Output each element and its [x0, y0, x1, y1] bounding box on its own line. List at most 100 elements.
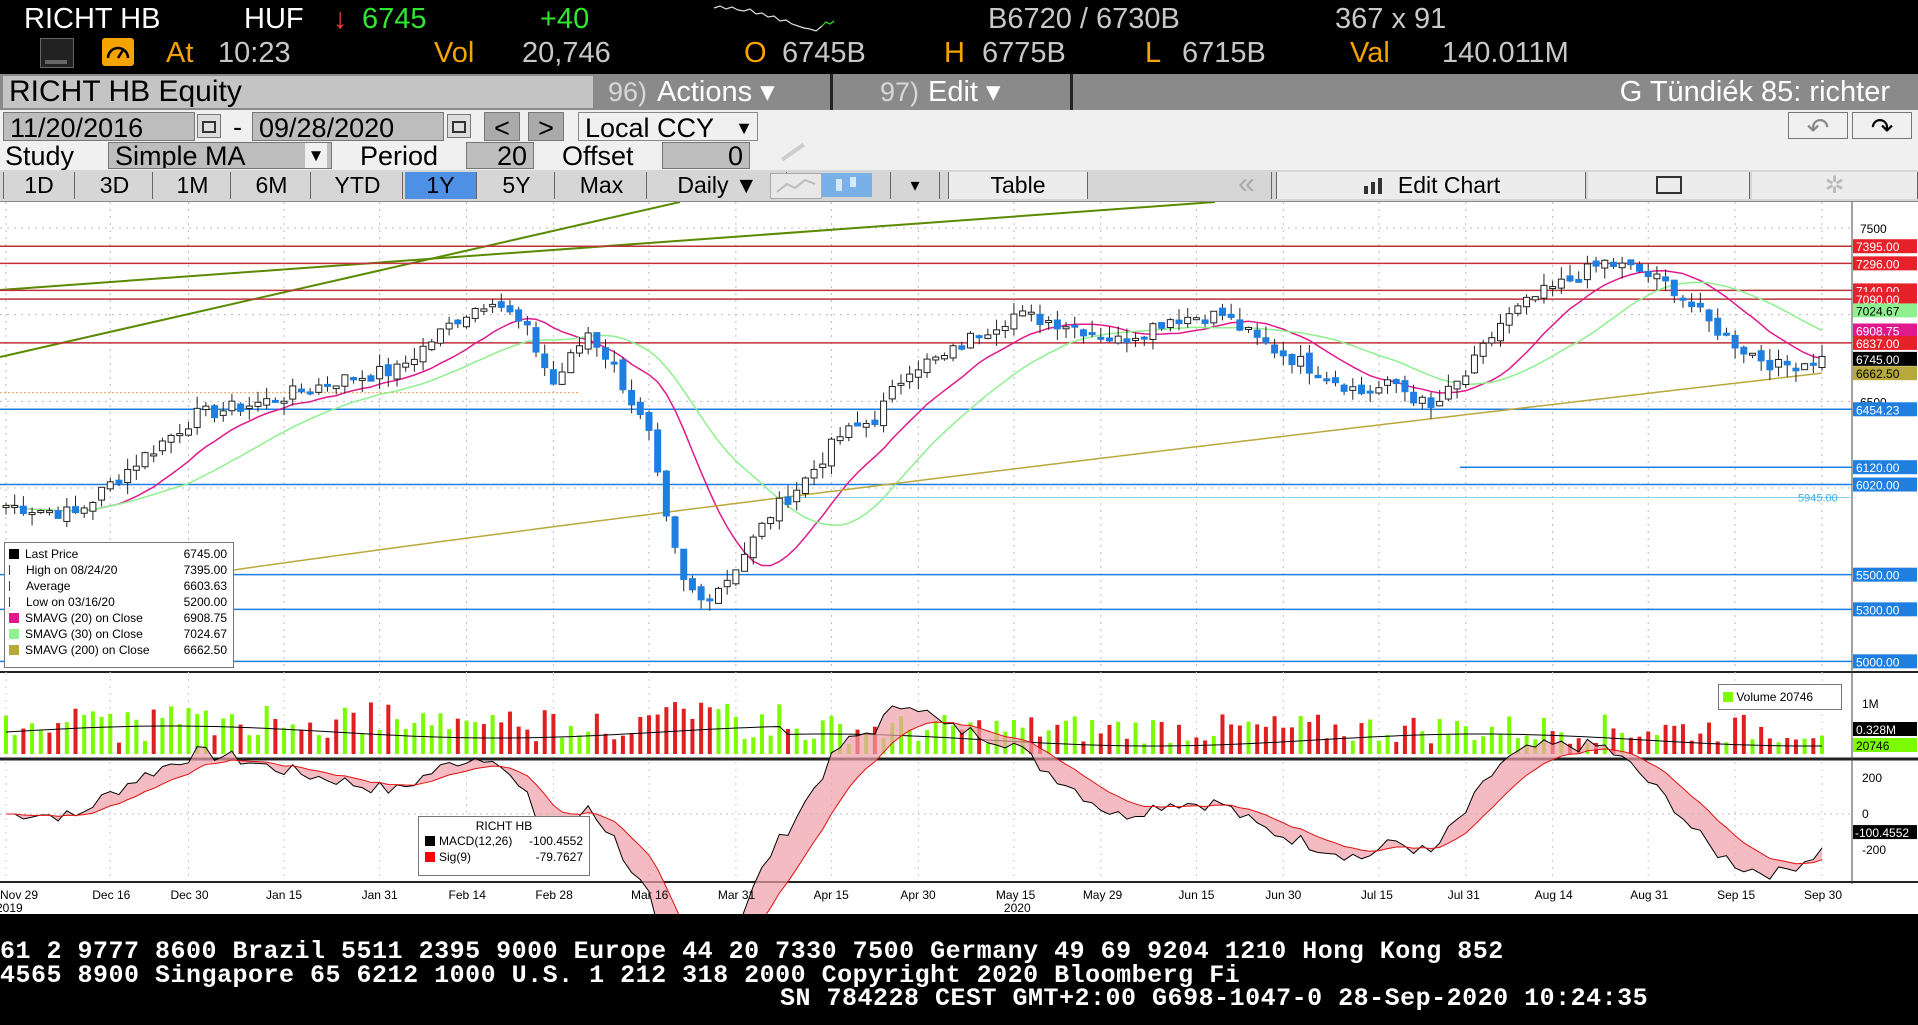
sparkline — [713, 5, 835, 32]
monitor-icon[interactable] — [40, 38, 74, 68]
quote-header: RICHT HB HUF ↓ 6745 +40 B6720 / 6730B 36… — [0, 0, 1918, 69]
edit-chart-button[interactable]: Edit Chart — [1276, 172, 1586, 199]
candle — [1027, 311, 1035, 315]
offset-field[interactable]: 0 — [662, 142, 750, 169]
candle — [575, 345, 583, 354]
tab-6m[interactable]: 6M — [233, 172, 311, 199]
x-axis-tick: Feb 14 — [449, 888, 487, 902]
volume-bar — [942, 714, 947, 754]
tab-daily[interactable]: Daily ▼ — [649, 172, 787, 199]
redo-button[interactable]: ↷ — [1852, 112, 1912, 139]
candle — [1531, 296, 1539, 301]
candle-chart-icon[interactable] — [822, 173, 872, 197]
start-date-field[interactable]: 11/20/2016 — [3, 112, 195, 141]
low-value: 6715B — [1182, 37, 1266, 69]
settings-button[interactable]: ✲ — [1752, 172, 1918, 199]
macd-legend: RICHT HB MACD(12,26) -100.4552 Sig(9) -79.7… — [418, 816, 590, 876]
volume-bar — [916, 740, 921, 754]
legend-row: SMAVG (200) on Close 6662.50 — [9, 642, 229, 658]
candle — [350, 377, 358, 381]
calendar-icon[interactable] — [197, 114, 221, 138]
price-label: 6837.00 — [1856, 337, 1900, 351]
pencil-icon[interactable] — [781, 142, 805, 162]
undo-button[interactable]: ↶ — [1788, 112, 1848, 139]
candle — [237, 403, 245, 412]
prev-period-button[interactable]: < — [484, 112, 520, 141]
annotate-button[interactable] — [1588, 172, 1750, 199]
tab-1y[interactable]: 1Y — [405, 172, 477, 199]
candle — [1757, 350, 1765, 362]
candle — [923, 358, 931, 374]
line-chart-icon[interactable] — [770, 173, 822, 199]
volume-bar — [985, 743, 990, 754]
candle — [1279, 350, 1287, 357]
table-button[interactable]: Table — [948, 172, 1088, 199]
currency-select[interactable]: Local CCY ▼ — [578, 112, 758, 141]
volume-bar — [751, 737, 756, 754]
edit-menu[interactable]: Edit ▾ — [928, 76, 1001, 108]
tab-3d[interactable]: 3D — [77, 172, 153, 199]
x-axis-tick: Apr 30 — [900, 888, 936, 902]
volume-axis-tick: 1M — [1862, 697, 1879, 711]
price-label-box — [1853, 602, 1917, 617]
x-axis-tick: Apr 15 — [813, 888, 849, 902]
x-axis-tick: Mar 16 — [631, 888, 669, 902]
volume-bar — [1298, 715, 1303, 754]
candle — [706, 598, 714, 602]
actions-menu[interactable]: Actions ▾ — [657, 76, 775, 108]
speedometer-icon[interactable] — [102, 38, 134, 66]
candle — [1410, 391, 1418, 404]
security-field[interactable]: RICHT HB Equity — [3, 76, 593, 108]
x-axis-tick: Dec 16 — [92, 888, 130, 902]
volume-bar — [1498, 734, 1503, 754]
val-label: Val — [1350, 37, 1390, 69]
candle — [610, 361, 618, 365]
candle — [1418, 396, 1426, 404]
year-label: 2019 — [0, 901, 23, 914]
end-date-field[interactable]: 09/28/2020 — [252, 112, 444, 141]
legend-label: Low on 03/16/20 — [26, 595, 115, 609]
volume-bar — [1394, 742, 1399, 754]
volume-bar — [716, 708, 721, 754]
volume-bar — [21, 728, 26, 754]
volume-bar — [1455, 720, 1460, 754]
legend-swatch — [9, 597, 20, 607]
tab-1d[interactable]: 1D — [3, 172, 75, 199]
candle — [341, 374, 349, 387]
tab-1m[interactable]: 1M — [155, 172, 231, 199]
calendar-icon[interactable] — [447, 114, 471, 138]
collapse-button[interactable]: « — [1222, 169, 1272, 199]
value-traded: 140.011M — [1442, 37, 1569, 69]
volume-average-line — [5, 725, 1823, 747]
x-axis-tick: May 15 — [996, 888, 1036, 902]
period-field[interactable]: 20 — [466, 142, 534, 169]
tab-5y[interactable]: 5Y — [479, 172, 555, 199]
candle — [1297, 355, 1305, 367]
candle — [1801, 363, 1809, 371]
candle — [1740, 346, 1748, 355]
candle — [1696, 302, 1704, 308]
candle — [801, 477, 809, 495]
volume-bar — [1359, 723, 1364, 754]
next-period-button[interactable]: > — [528, 112, 564, 141]
volume-bar — [38, 730, 43, 754]
volume-bar — [1090, 719, 1095, 754]
candle — [211, 405, 219, 419]
study-select[interactable]: Simple MA ▼ — [108, 142, 332, 169]
ticker[interactable]: RICHT HB — [24, 3, 161, 35]
tab-ytd[interactable]: YTD — [313, 172, 403, 199]
volume-bar — [438, 713, 443, 754]
candle — [1775, 358, 1783, 368]
candle — [1097, 336, 1105, 340]
tab-max[interactable]: Max — [557, 172, 647, 199]
chart-type-dropdown[interactable]: ▾ — [890, 172, 940, 199]
chart-area: 750065007395.007296.007140.007090.007024… — [0, 202, 1918, 914]
volume-bar — [177, 724, 182, 754]
macd-axis-tick: 0 — [1862, 807, 1869, 821]
candle — [932, 356, 940, 361]
candle — [732, 569, 740, 585]
volume-bar — [1724, 742, 1729, 754]
candle — [263, 398, 271, 406]
volume-bar — [1281, 727, 1286, 754]
volume-bar — [1472, 739, 1477, 754]
